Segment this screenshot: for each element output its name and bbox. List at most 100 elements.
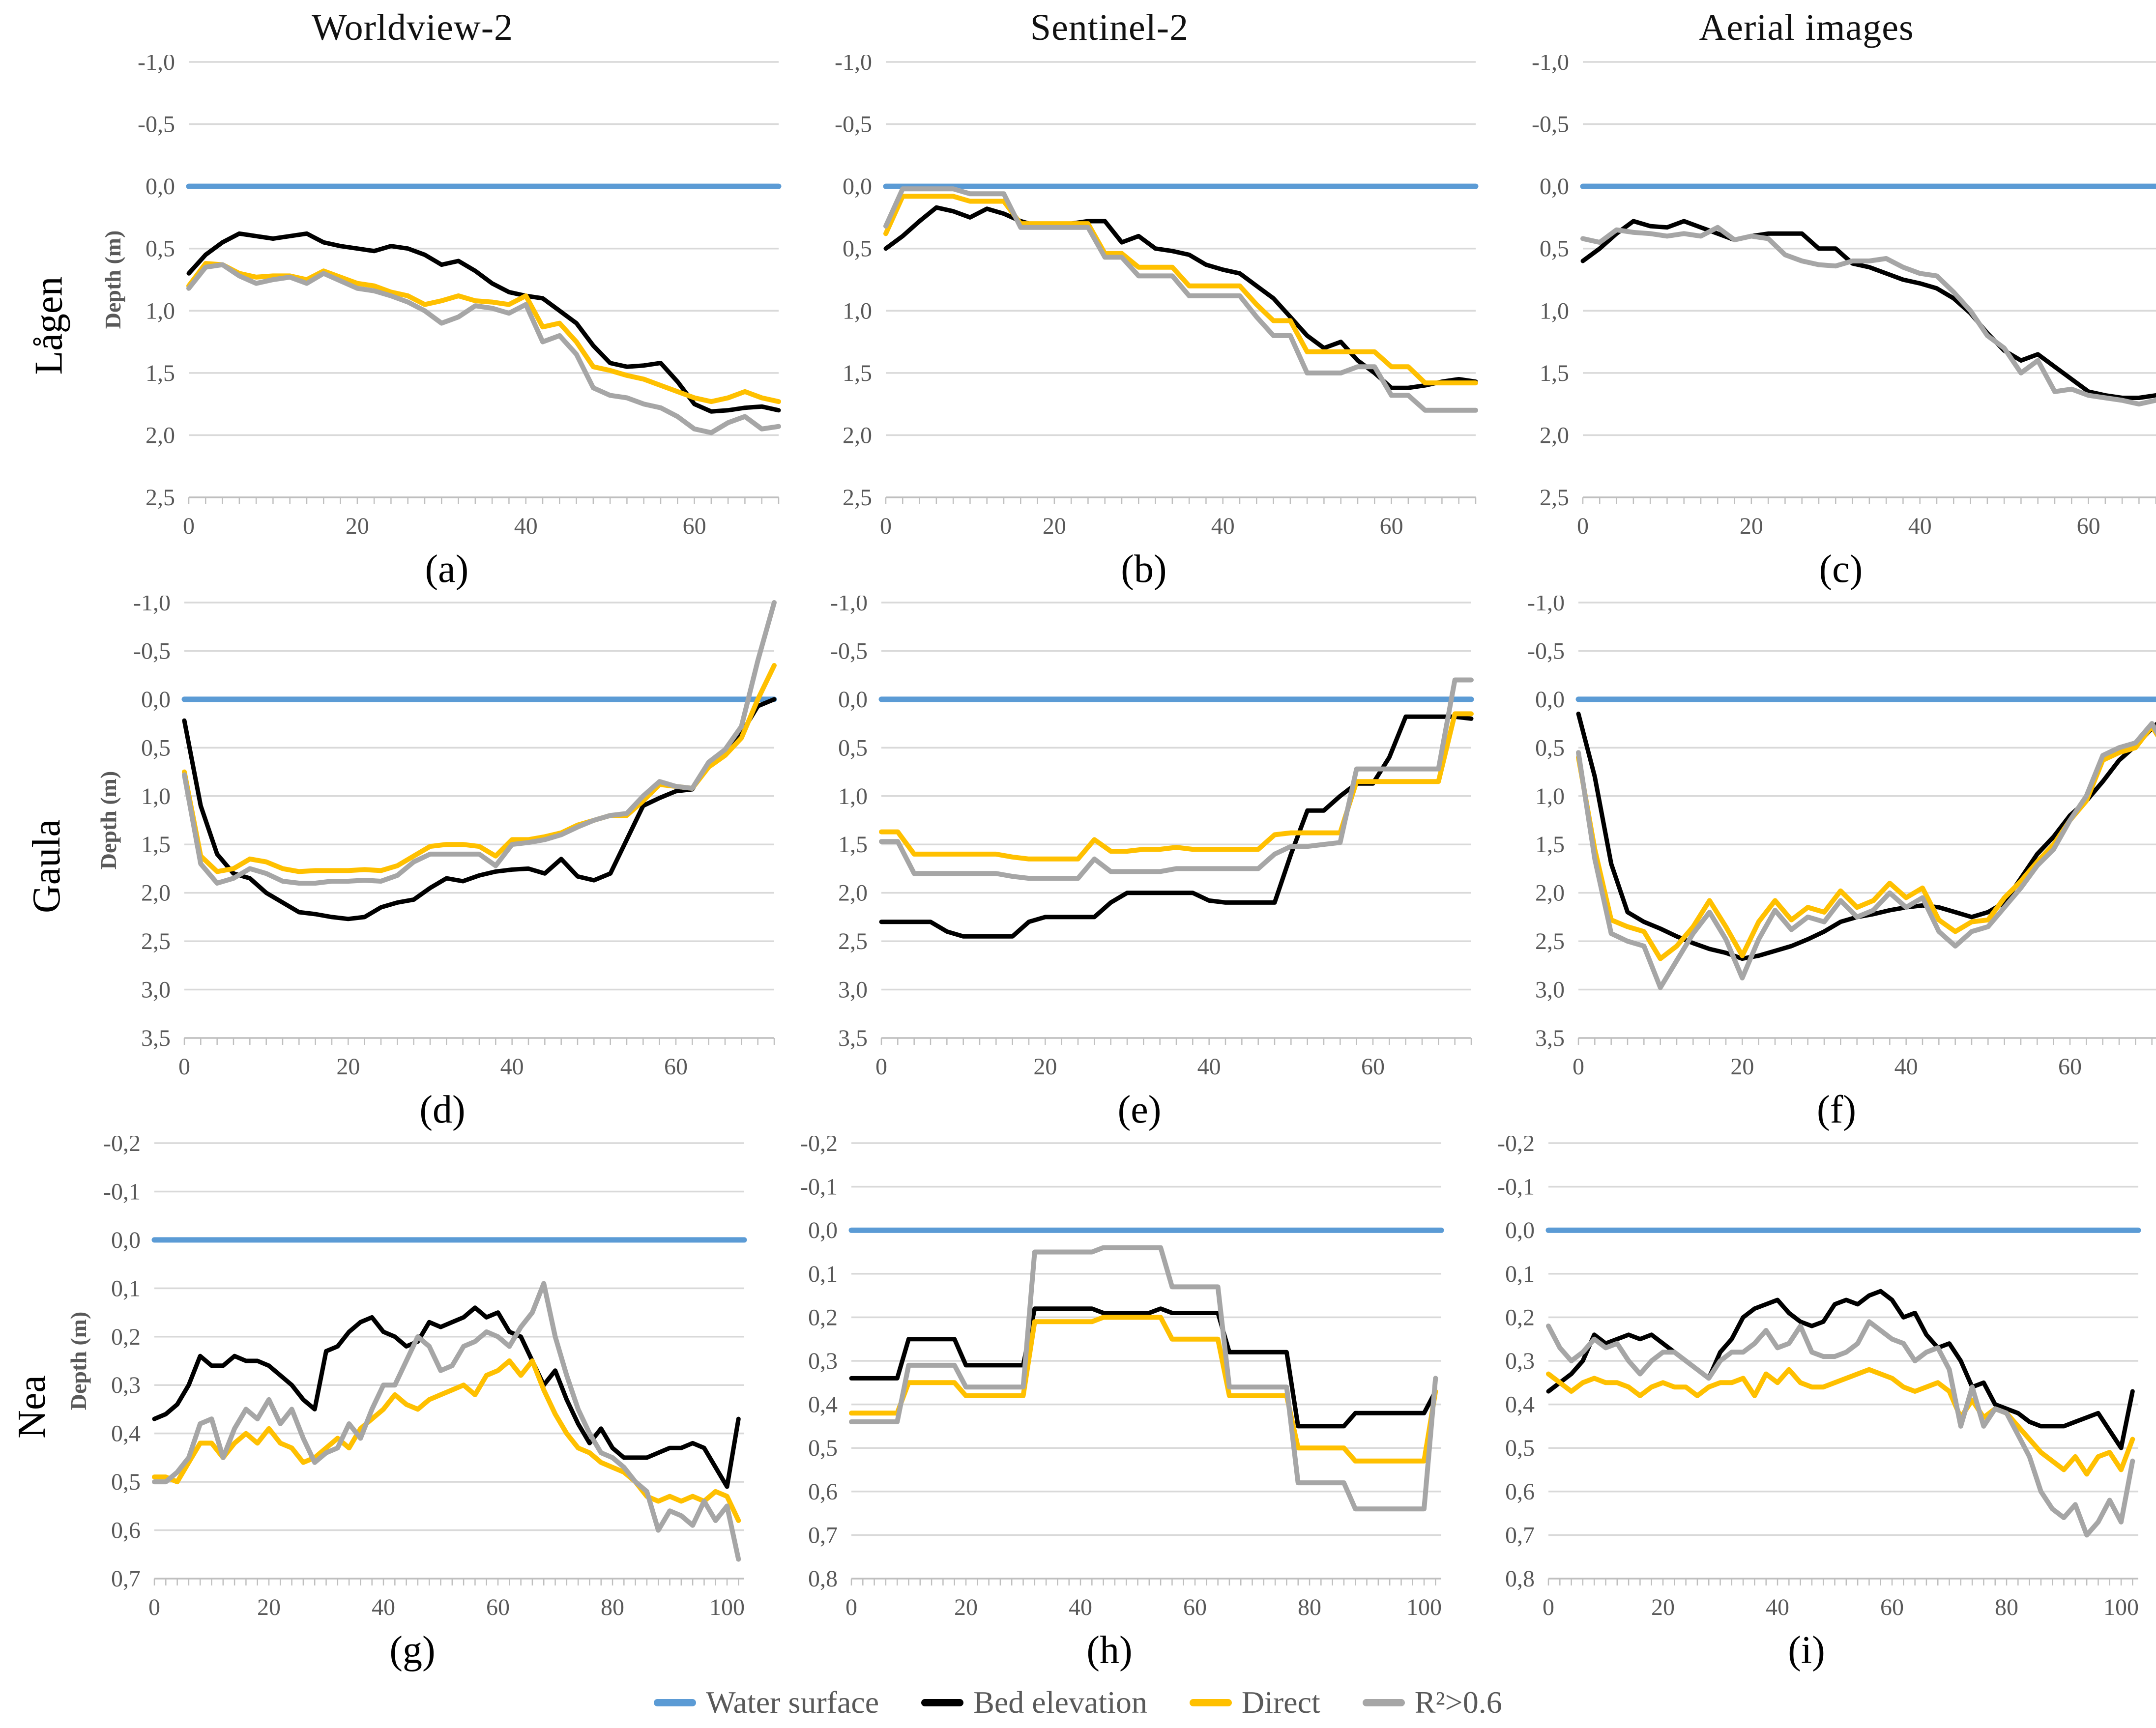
svg-text:0,0: 0,0 <box>146 173 175 200</box>
svg-text:0,7: 0,7 <box>808 1522 838 1548</box>
svg-text:-0,5: -0,5 <box>138 112 175 138</box>
svg-text:0: 0 <box>1543 1594 1554 1620</box>
svg-text:-1,0: -1,0 <box>830 596 868 616</box>
legend-label-bed-elevation: Bed elevation <box>973 1685 1147 1720</box>
svg-text:0,4: 0,4 <box>111 1421 141 1447</box>
svg-text:0,6: 0,6 <box>111 1518 141 1544</box>
svg-text:1,5: 1,5 <box>838 832 868 858</box>
svg-text:-1,0: -1,0 <box>138 55 175 75</box>
svg-text:0,8: 0,8 <box>808 1566 838 1592</box>
subplot-label-c: (c) <box>1819 547 1863 591</box>
chart-e-gaula-sentinel2: -1,0 -0,5 0,0 0,5 1,0 1,5 2,0 2,5 3,0 3,5 0 20 40 60 <box>830 596 1474 1080</box>
chart-cell-a: -1,0 -0,5 0,0 0,5 1,0 1,5 2,0 2,5 0 20 40 60 Depth (… <box>98 55 795 596</box>
water-surface-line-swatch <box>654 1699 697 1706</box>
svg-text:60: 60 <box>1361 1054 1385 1080</box>
svg-text:0,2: 0,2 <box>111 1324 141 1350</box>
chart-d-gaula-worldview2: -1,0 -0,5 0,0 0,5 1,0 1,5 2,0 2,5 3,0 3,5 0 20 40 60 D… <box>98 596 777 1080</box>
svg-text:80: 80 <box>601 1594 624 1620</box>
svg-text:80: 80 <box>1995 1594 2018 1620</box>
svg-text:0,5: 0,5 <box>111 1469 141 1495</box>
svg-text:100: 100 <box>2103 1594 2139 1620</box>
svg-text:0,6: 0,6 <box>1505 1479 1535 1505</box>
chart-cell-e: -1,0 -0,5 0,0 0,5 1,0 1,5 2,0 2,5 3,0 3,5 0 20 40 60 … <box>791 596 1488 1136</box>
svg-text:Depth (m): Depth (m) <box>68 1312 91 1411</box>
direct-line-swatch <box>1189 1699 1232 1706</box>
svg-text:0,5: 0,5 <box>838 735 868 761</box>
svg-text:0,3: 0,3 <box>1505 1348 1535 1374</box>
row-nea: Nea -0,2 -0,1 0,0 0,1 0,2 0,3 0,4 0,5 0,6 0,7 0 20 4… <box>0 1136 2156 1677</box>
svg-text:20: 20 <box>257 1594 281 1620</box>
subplot-label-h: (h) <box>1086 1629 1133 1672</box>
svg-text:0,3: 0,3 <box>111 1372 141 1398</box>
row-label-lagen: Lågen <box>27 276 71 374</box>
svg-text:40: 40 <box>1766 1594 1789 1620</box>
svg-text:0,0: 0,0 <box>141 687 171 713</box>
svg-text:100: 100 <box>1406 1594 1442 1620</box>
svg-text:1,5: 1,5 <box>843 360 872 386</box>
svg-text:0,5: 0,5 <box>1535 735 1565 761</box>
svg-text:1,0: 1,0 <box>146 298 175 324</box>
svg-text:0,2: 0,2 <box>1505 1304 1535 1330</box>
svg-text:2,5: 2,5 <box>146 485 175 511</box>
row-lagen: Lågen -1,0 -0,5 0,0 0,5 1,0 1,5 2,0 2,5 0 20 40 60 D… <box>0 55 2156 596</box>
svg-text:0,5: 0,5 <box>146 236 175 262</box>
svg-text:3,5: 3,5 <box>141 1025 171 1051</box>
svg-text:20: 20 <box>1651 1594 1675 1620</box>
svg-text:1,0: 1,0 <box>838 783 868 809</box>
svg-text:-1,0: -1,0 <box>133 596 171 616</box>
svg-text:0,0: 0,0 <box>1535 687 1565 713</box>
svg-text:-0,5: -0,5 <box>1532 112 1569 138</box>
svg-text:-1,0: -1,0 <box>1527 596 1565 616</box>
chart-a-lagen-worldview2: -1,0 -0,5 0,0 0,5 1,0 1,5 2,0 2,5 0 20 40 60 Depth (… <box>103 55 782 539</box>
svg-text:-0,2: -0,2 <box>800 1136 838 1156</box>
column-title-worldview2: Worldview-2 <box>311 6 514 48</box>
chart-b-lagen-sentinel2: -1,0 -0,5 0,0 0,5 1,0 1,5 2,0 2,5 0 20 40 60 <box>835 55 1479 539</box>
subplot-label-f: (f) <box>1817 1088 1856 1131</box>
svg-text:1,5: 1,5 <box>1540 360 1569 386</box>
svg-text:20: 20 <box>346 513 369 539</box>
svg-text:0,4: 0,4 <box>808 1392 838 1418</box>
svg-text:0: 0 <box>178 1054 190 1080</box>
svg-text:2,0: 2,0 <box>1535 880 1565 906</box>
svg-text:3,0: 3,0 <box>838 977 868 1003</box>
svg-text:0,1: 0,1 <box>111 1275 141 1301</box>
svg-text:0,5: 0,5 <box>1505 1435 1535 1461</box>
svg-text:0: 0 <box>875 1054 887 1080</box>
svg-text:20: 20 <box>1740 513 1763 539</box>
row-label-gaula: Gaula <box>25 819 69 913</box>
row-label-cell: Gaula <box>0 596 94 1136</box>
svg-text:40: 40 <box>1069 1594 1092 1620</box>
row-label-nea: Nea <box>10 1375 54 1439</box>
svg-text:0,0: 0,0 <box>1540 173 1569 200</box>
svg-text:2,5: 2,5 <box>843 485 872 511</box>
svg-text:3,0: 3,0 <box>141 977 171 1003</box>
svg-text:2,5: 2,5 <box>1540 485 1569 511</box>
svg-text:1,0: 1,0 <box>141 783 171 809</box>
legend: Water surface Bed elevation Direct R²>0.… <box>0 1677 2156 1728</box>
svg-text:2,0: 2,0 <box>1540 422 1569 448</box>
column-titles: Worldview-2 Sentinel-2 Aerial images <box>0 0 2156 55</box>
svg-text:60: 60 <box>2058 1054 2082 1080</box>
svg-text:1,0: 1,0 <box>843 298 872 324</box>
legend-item-r2: R²>0.6 <box>1362 1684 1502 1721</box>
row-label-cell: Nea <box>0 1136 64 1677</box>
svg-text:60: 60 <box>2076 513 2100 539</box>
subplot-label-b: (b) <box>1121 547 1167 591</box>
svg-text:2,0: 2,0 <box>141 880 171 906</box>
svg-text:1,0: 1,0 <box>1535 783 1565 809</box>
svg-text:Depth (m): Depth (m) <box>103 230 125 329</box>
row-gaula: Gaula -1,0 -0,5 0,0 0,5 1,0 1,5 2,0 2,5 3,0 3,5 0 2… <box>0 596 2156 1136</box>
chart-h-nea-sentinel2: -0,2 -0,1 0,0 0,1 0,2 0,3 0,4 0,5 0,6 0,7 0,8 0 20 40… <box>800 1136 1444 1620</box>
column-title-aerial-images: Aerial images <box>1699 6 1914 48</box>
svg-text:0,0: 0,0 <box>808 1217 838 1243</box>
svg-text:2,5: 2,5 <box>141 928 171 954</box>
svg-text:60: 60 <box>1183 1594 1207 1620</box>
chart-c-lagen-aerial: -1,0 -0,5 0,0 0,5 1,0 1,5 2,0 2,5 0 20 40 60 <box>1532 55 2156 539</box>
svg-text:2,5: 2,5 <box>838 928 868 954</box>
legend-item-direct: Direct <box>1189 1684 1320 1721</box>
svg-text:0,5: 0,5 <box>141 735 171 761</box>
svg-text:-0,2: -0,2 <box>1497 1136 1535 1156</box>
svg-text:0: 0 <box>148 1594 160 1620</box>
svg-text:60: 60 <box>1880 1594 1904 1620</box>
